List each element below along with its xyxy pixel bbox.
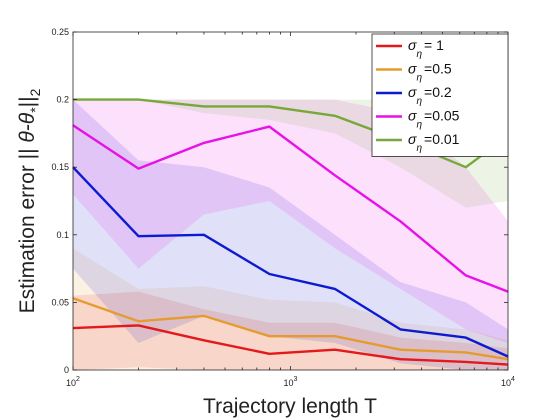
legend-entry: ση=0.01 [408,131,460,154]
y-tick-label: 0.1 [56,230,69,240]
y-axis-label-main: Estimation error || [16,148,39,313]
y-tick-label: 0.05 [51,297,69,307]
y-axis-label-theta: θ-θ [16,112,39,148]
y-axis-label-sub: 2 [27,88,43,96]
x-tick-label: 102 [66,376,80,388]
band-series-2 [73,99,508,370]
band-series-1 [73,248,508,370]
axis-ticks: 0 0.05 0.1 0.15 0.2 0.25 102 103 104 [51,27,515,388]
line-series-4 [73,98,509,169]
y-tick-label: 0 [64,365,69,375]
y-axis-label-close: || [16,96,39,107]
band-series-3 [73,99,508,343]
legend-entry: ση= 1 [408,37,444,60]
line-series-1 [72,297,509,361]
y-axis-label: Estimation error || θ-θ*||2 [16,88,43,313]
legend-box [371,33,509,157]
line-series-3 [72,124,509,293]
y-tick-label: 0.2 [56,95,69,105]
legend-entry: ση=0.05 [408,108,460,131]
line-series-0 [72,324,509,366]
y-axis-label-star: * [27,107,43,113]
x-axis-label: Trajectory length T [203,395,377,418]
y-tick-label: 0.25 [51,27,69,37]
legend-entry: ση=0.2 [408,84,452,107]
x-tick-label: 104 [501,376,515,388]
legend-entry: ση=0.5 [408,61,452,84]
y-tick-label: 0.15 [51,162,69,172]
line-series-2 [72,166,509,358]
x-tick-label: 103 [284,376,298,388]
series-lines [72,98,509,366]
